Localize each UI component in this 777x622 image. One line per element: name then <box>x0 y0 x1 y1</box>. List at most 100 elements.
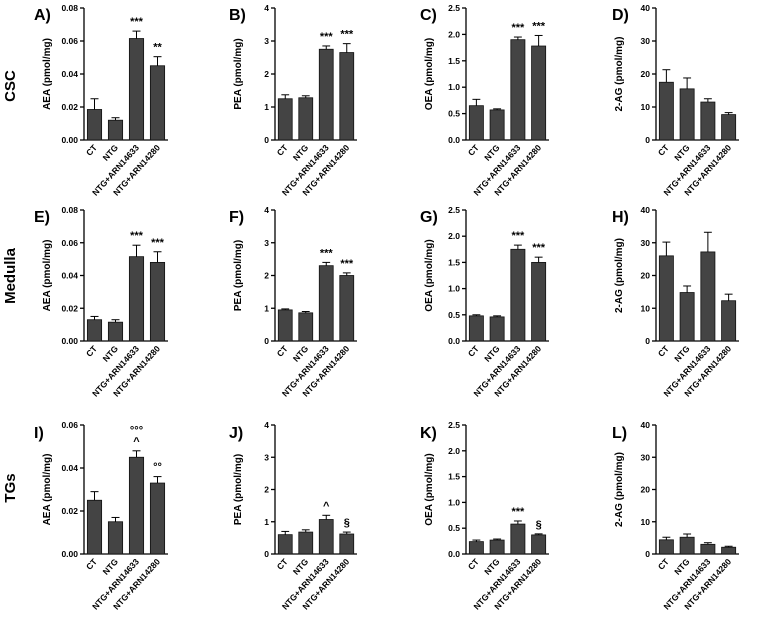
y-axis-label: 2-AG (pmol/mg) <box>614 37 625 112</box>
y-tick-label: 1.0 <box>448 497 460 507</box>
y-tick-label: 2.5 <box>448 205 460 215</box>
bar <box>658 255 674 342</box>
bar <box>658 81 674 141</box>
y-tick-label: 0.02 <box>61 303 78 313</box>
y-axis-label: OEA (pmol/mg) <box>424 453 435 525</box>
y-tick-label: 40 <box>641 3 651 13</box>
panel-letter: K) <box>420 425 437 442</box>
panel-letter: J) <box>229 425 243 442</box>
y-tick-label: 1.0 <box>448 284 460 294</box>
y-tick-label: 2.5 <box>448 420 460 430</box>
category-label: CT <box>466 556 482 572</box>
y-tick-label: 1 <box>264 303 269 313</box>
bar <box>489 316 505 342</box>
category-label: CT <box>466 142 482 158</box>
bar <box>339 275 355 342</box>
significance-label: *** <box>511 230 525 242</box>
y-tick-label: 0.04 <box>61 463 78 473</box>
bar <box>86 319 103 342</box>
bar <box>700 251 716 342</box>
y-tick-label: 1.5 <box>448 472 460 482</box>
bar <box>658 539 674 555</box>
significance-label: *** <box>340 29 354 41</box>
bar <box>339 52 355 141</box>
y-axis-label: PEA (pmol/mg) <box>233 454 244 525</box>
y-tick-label: 0 <box>264 135 269 145</box>
bar <box>318 48 334 141</box>
bar <box>298 312 314 342</box>
y-tick-label: 0.0 <box>448 336 460 346</box>
y-tick-label: 0.0 <box>448 549 460 559</box>
panel-c: C)OEA (pmol/mg)0.00.51.01.52.02.5CT NTG**… <box>420 3 549 198</box>
bar <box>679 536 695 555</box>
significance-label: *** <box>511 506 525 518</box>
y-tick-label: 2.5 <box>448 3 460 13</box>
bar <box>107 321 124 342</box>
y-tick-label: 30 <box>641 36 651 46</box>
y-tick-label: 0.00 <box>61 549 78 559</box>
bar <box>700 543 716 555</box>
y-tick-label: 0.06 <box>61 36 78 46</box>
category-label: CT <box>275 142 291 158</box>
y-tick-label: 4 <box>264 3 269 13</box>
bar <box>318 265 334 342</box>
bar <box>128 256 145 342</box>
bar <box>721 300 737 342</box>
panel-letter: L) <box>612 425 627 442</box>
y-tick-label: 3 <box>264 36 269 46</box>
significance-label: *** <box>532 242 546 254</box>
bar <box>128 456 145 555</box>
panel-letter: G) <box>420 209 438 226</box>
category-label: CT <box>275 343 291 359</box>
y-tick-label: 0.04 <box>61 69 78 79</box>
bar <box>510 523 526 555</box>
y-tick-label: 2 <box>264 69 269 79</box>
y-tick-label: 20 <box>641 271 651 281</box>
bar <box>149 65 166 141</box>
y-tick-label: 30 <box>641 238 651 248</box>
significance-label: *** <box>130 230 144 242</box>
category-label: CT <box>84 556 100 572</box>
y-axis-label: AEA (pmol/mg) <box>42 240 53 312</box>
bar <box>721 114 737 141</box>
bar <box>149 261 166 342</box>
panel-letter: A) <box>34 7 51 24</box>
panel-letter: I) <box>34 425 44 442</box>
significance-label: *** <box>511 22 525 34</box>
y-tick-label: 10 <box>641 303 651 313</box>
y-tick-label: 2 <box>264 485 269 495</box>
y-tick-label: 0.08 <box>61 3 78 13</box>
y-tick-label: 1 <box>264 102 269 112</box>
y-tick-label: 4 <box>264 420 269 430</box>
y-tick-label: 0 <box>264 549 269 559</box>
significance-label: *** <box>320 31 334 43</box>
bar <box>721 546 737 555</box>
y-tick-label: 0.02 <box>61 102 78 112</box>
bar <box>679 292 695 342</box>
y-tick-label: 0.04 <box>61 271 78 281</box>
bar <box>277 309 293 342</box>
bar <box>149 482 166 555</box>
bar <box>318 519 334 555</box>
y-tick-label: 0.08 <box>61 205 78 215</box>
y-tick-label: 1.5 <box>448 56 460 66</box>
bar <box>531 534 547 555</box>
bar <box>86 109 103 141</box>
bar <box>531 45 547 141</box>
y-axis-label: OEA (pmol/mg) <box>424 38 435 110</box>
y-tick-label: 40 <box>641 420 651 430</box>
significance-label: ^ <box>133 436 140 448</box>
y-tick-label: 0.5 <box>448 109 460 119</box>
bar <box>128 38 145 141</box>
y-tick-label: 0 <box>645 135 650 145</box>
y-tick-label: 0.5 <box>448 310 460 320</box>
significance-label: °° <box>153 462 162 474</box>
significance-label: *** <box>532 20 546 32</box>
y-tick-label: 0.0 <box>448 135 460 145</box>
